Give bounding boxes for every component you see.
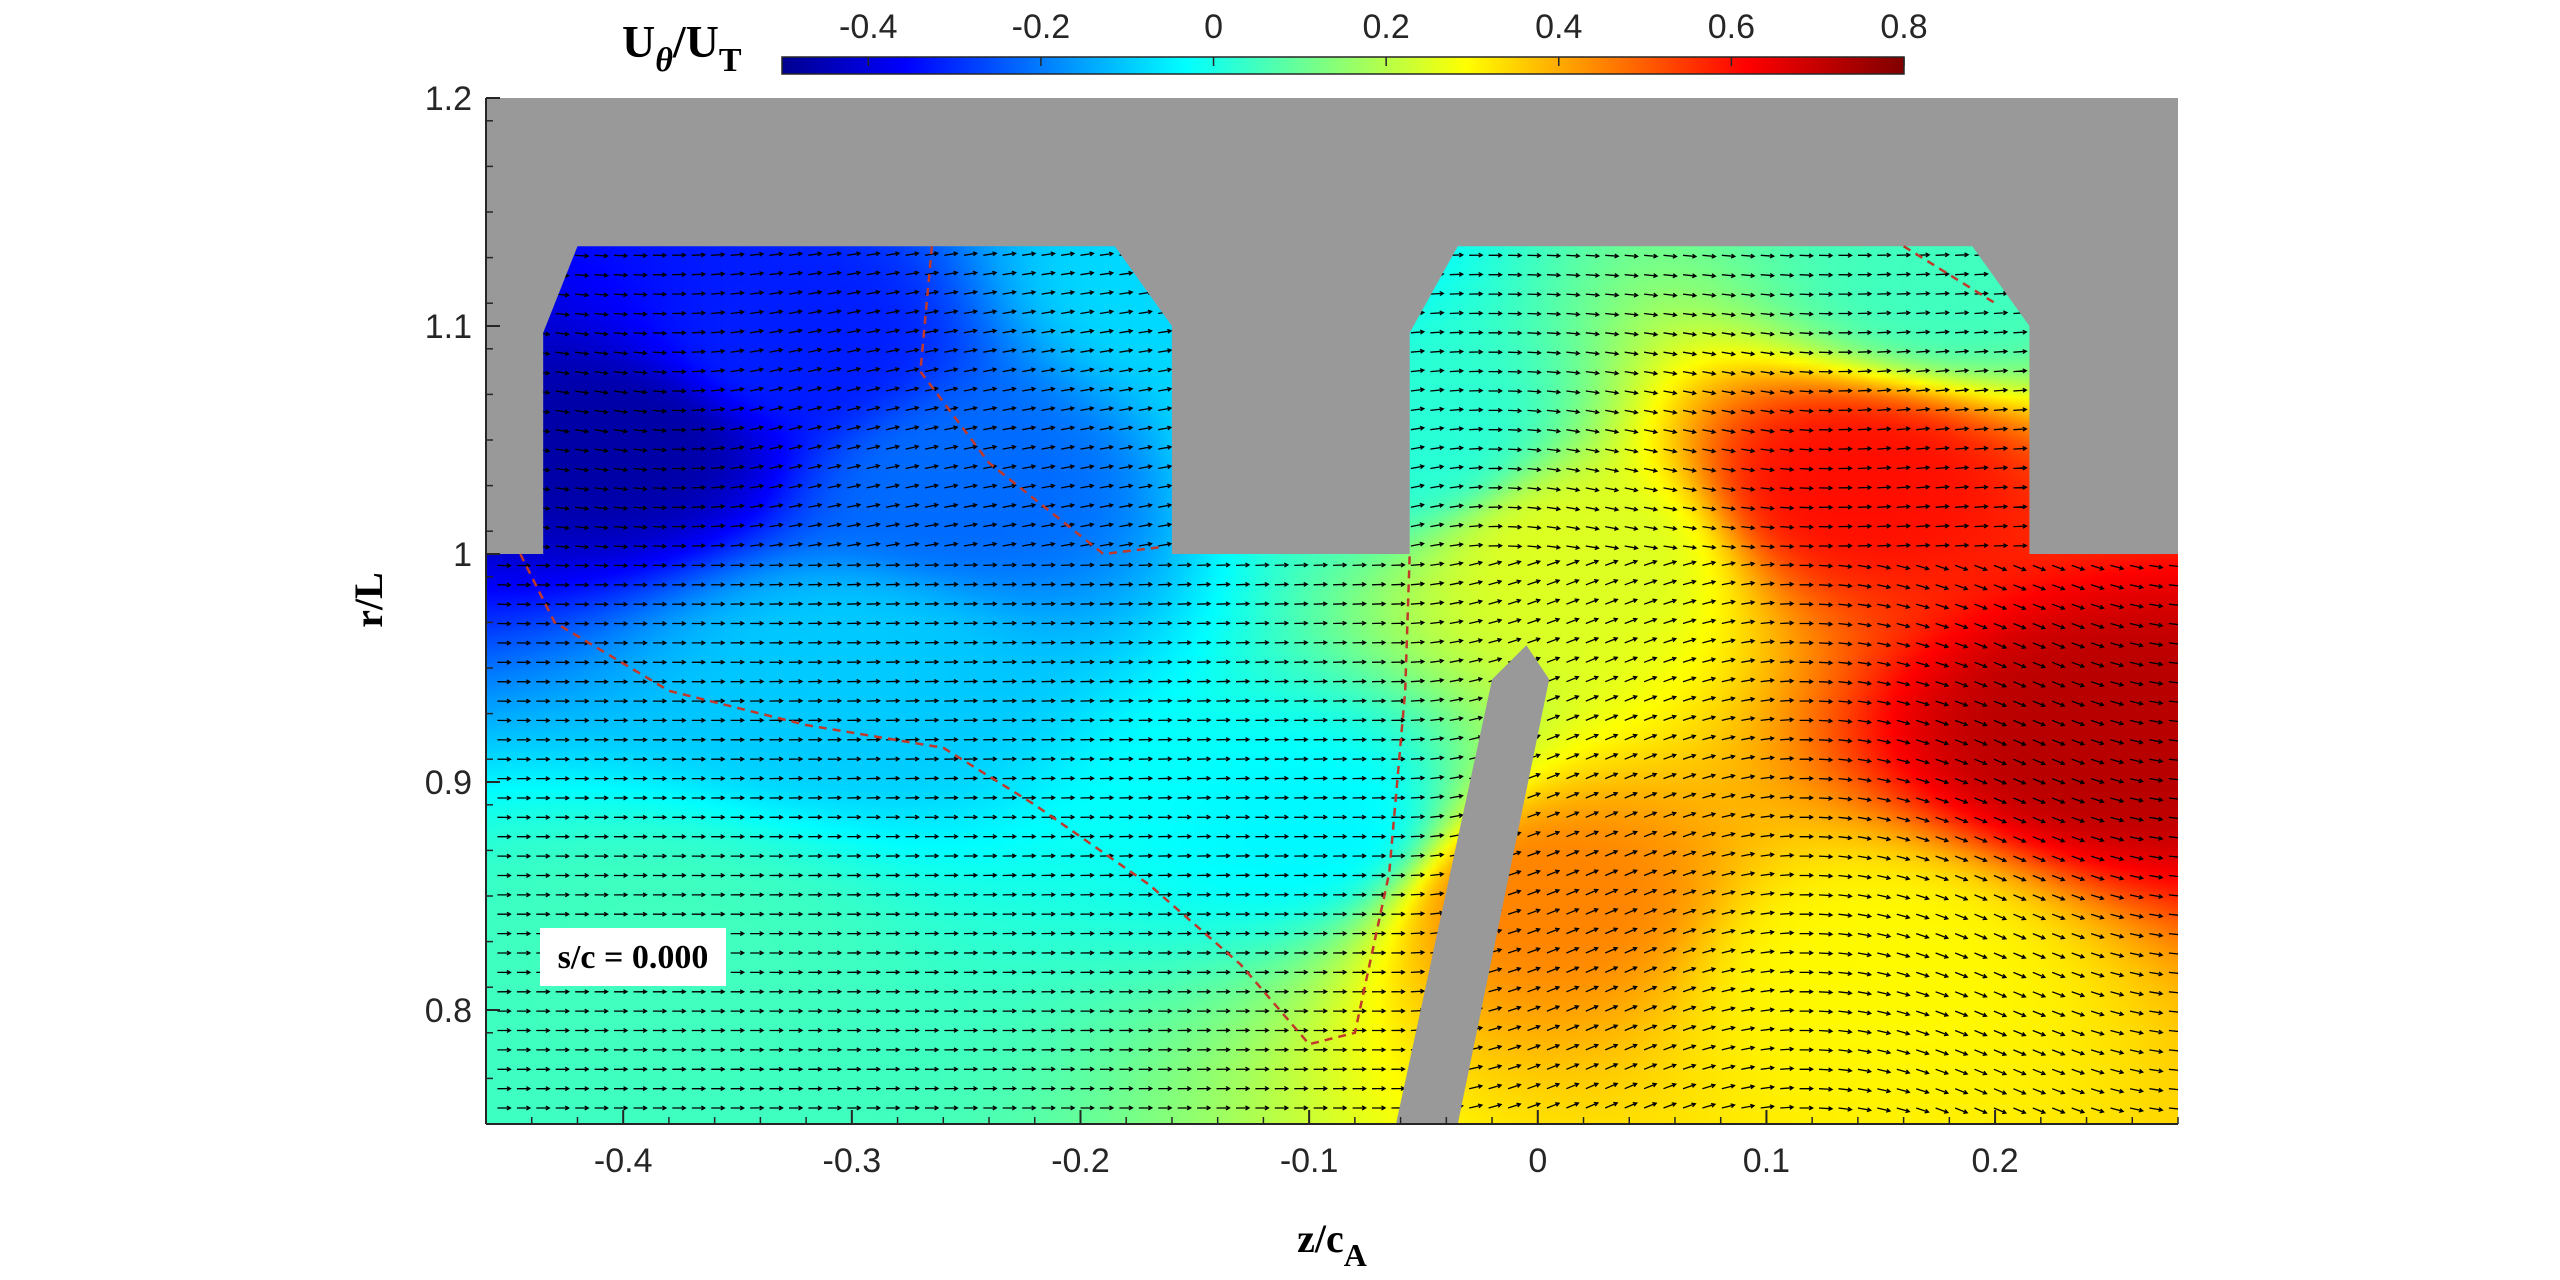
x-tick-label: -0.2 — [1051, 1142, 1110, 1180]
zero-contour-3 — [1902, 245, 1996, 305]
colorbar-ticks: -0.4 -0.2 0 0.2 0.4 0.6 0.8 — [839, 8, 1928, 66]
blade-shape — [1396, 645, 1550, 1124]
x-tick-label: -0.4 — [594, 1142, 653, 1180]
colorbar-tick-label: 0.2 — [1363, 8, 1410, 46]
y-tick-label: 0.8 — [425, 992, 472, 1030]
colorbar-bar — [781, 56, 1905, 75]
annotation-text: s/c = 0.000 — [558, 939, 709, 976]
y-axis-label: r/L — [346, 572, 391, 628]
colorbar-label: Uθ/UT — [622, 16, 742, 79]
colorbar-tick-label: 0.8 — [1880, 8, 1927, 46]
colorbar-tick-label: -0.4 — [839, 8, 898, 46]
x-ticks: -0.4 -0.3 -0.2 -0.1 0 0.1 0.2 — [485, 1110, 2179, 1180]
colorbar-tick-label: -0.2 — [1012, 8, 1071, 46]
colorbar-tick-label: 0.6 — [1708, 8, 1755, 46]
y-tick-label: 1 — [453, 536, 472, 574]
y-tick-label: 0.9 — [425, 764, 472, 802]
x-tick-label: 0.2 — [1971, 1142, 2018, 1180]
x-tick-label: 0 — [1528, 1142, 1547, 1180]
colorbar: -0.4 -0.2 0 0.2 0.4 0.6 0.8 Uθ/UT — [622, 8, 1928, 79]
colorbar-tick-label: 0.4 — [1535, 8, 1582, 46]
x-tick-label: -0.1 — [1280, 1142, 1339, 1180]
x-tick-label: -0.3 — [823, 1142, 882, 1180]
y-ticks: 0.8 0.9 1 1.1 1.2 — [425, 80, 500, 1125]
zero-contours — [519, 245, 1996, 1046]
y-tick-label: 1.1 — [425, 308, 472, 346]
annotation-box: s/c = 0.000 — [540, 928, 726, 986]
y-tick-label: 1.2 — [425, 80, 472, 118]
axes: -0.4 -0.3 -0.2 -0.1 0 0.1 0.2 0.8 0.9 1 1.1 1.2 — [425, 80, 2179, 1180]
x-tick-label: 0.1 — [1743, 1142, 1790, 1180]
x-axis-label: z/cA — [1297, 1216, 1367, 1273]
colorbar-tick-label: 0 — [1204, 8, 1223, 46]
zero-contour-1 — [919, 246, 1161, 556]
